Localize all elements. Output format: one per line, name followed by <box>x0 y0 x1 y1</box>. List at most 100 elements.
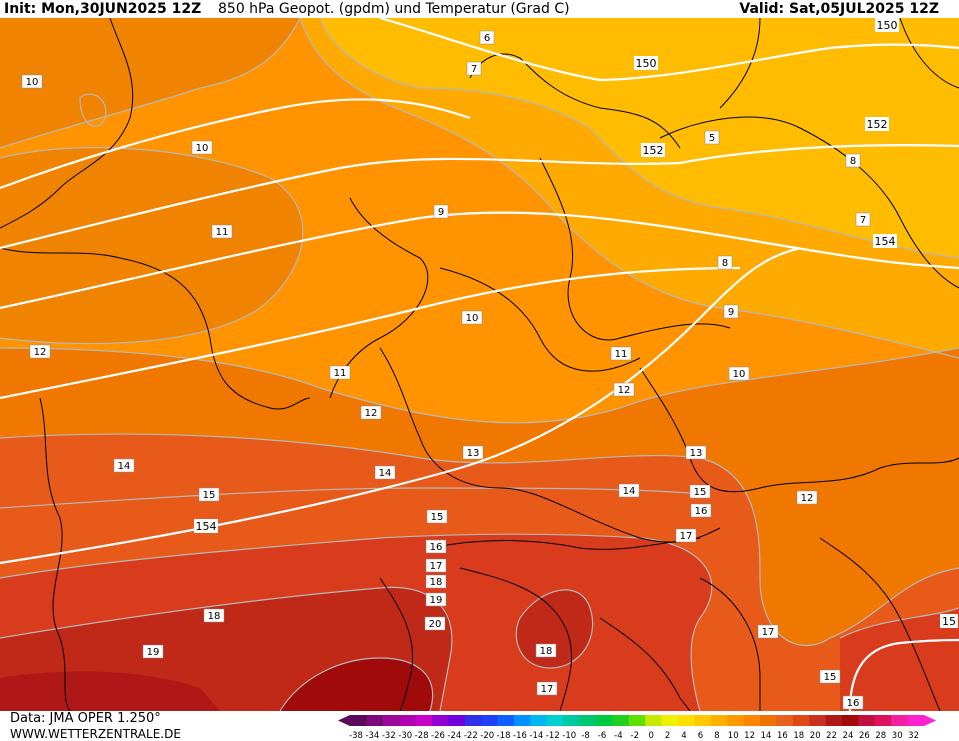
temp-label: 13 <box>685 445 707 460</box>
legend-swatch <box>743 715 761 726</box>
svg-text:17: 17 <box>541 684 554 695</box>
svg-text:18: 18 <box>540 646 553 657</box>
legend-swatch <box>825 715 843 726</box>
svg-text:19: 19 <box>430 595 443 606</box>
svg-text:20: 20 <box>429 619 442 630</box>
legend-tick-label: 6 <box>698 731 703 741</box>
svg-text:152: 152 <box>867 118 888 131</box>
legend-swatch <box>596 715 613 726</box>
temp-label: 15 <box>819 669 841 684</box>
legend-swatch <box>514 715 531 726</box>
isotherm-labels: 6 7 5 8 7 9 8 9 10 10 10 10 11 11 11 12 … <box>21 30 871 710</box>
svg-text:18: 18 <box>208 611 221 622</box>
legend-tick-label: 14 <box>761 731 772 741</box>
temp-label: 17 <box>425 558 447 573</box>
legend-tick-label: -22 <box>464 731 478 741</box>
geo-label: 150 <box>634 56 658 70</box>
legend-tick-label: -12 <box>546 731 560 741</box>
temp-label: 5 <box>704 130 720 145</box>
temp-label: 12 <box>613 382 635 397</box>
legend-swatch <box>415 715 433 726</box>
legend-tick-label: 24 <box>843 731 854 741</box>
legend-swatch <box>776 715 794 726</box>
legend-tick-label: 28 <box>875 731 886 741</box>
svg-text:11: 11 <box>334 368 347 379</box>
temp-label: 15 <box>689 484 711 499</box>
geopotential-lines <box>0 18 959 711</box>
svg-text:16: 16 <box>430 542 443 553</box>
temp-label: 10 <box>728 366 750 381</box>
temp-label: 19 <box>425 592 447 607</box>
svg-text:12: 12 <box>801 493 814 504</box>
temp-label: 10 <box>191 140 213 155</box>
data-source: Data: JMA OPER 1.250° <box>10 711 161 726</box>
legend-swatch <box>481 715 498 726</box>
temp-band-11-west <box>0 147 303 344</box>
svg-text:9: 9 <box>728 307 734 318</box>
legend-swatch <box>432 715 449 726</box>
svg-text:7: 7 <box>860 215 866 226</box>
valid-time: Valid: Sat,05JUL2025 12Z <box>739 1 939 17</box>
svg-text:13: 13 <box>467 448 480 459</box>
temp-label: 17 <box>675 528 697 543</box>
legend-swatch <box>366 715 384 726</box>
legend-tick-label: -38 <box>349 731 363 741</box>
legend-tick-label: 0 <box>648 731 653 741</box>
legend-tick-label: 22 <box>826 731 837 741</box>
svg-text:12: 12 <box>365 408 378 419</box>
svg-text:18: 18 <box>430 577 443 588</box>
legend-tick-label: -34 <box>365 731 379 741</box>
legend-swatch <box>350 715 367 726</box>
geo-label: 15 <box>940 614 958 628</box>
temp-label: 11 <box>610 346 632 361</box>
temp-label: 11 <box>211 224 233 239</box>
svg-text:8: 8 <box>850 156 856 167</box>
temp-label: 9 <box>433 204 449 219</box>
legend-swatch <box>891 715 908 726</box>
legend-swatch <box>546 715 564 726</box>
legend-tick-label: 10 <box>728 731 739 741</box>
temp-label: 16 <box>690 503 712 518</box>
temp-label: 16 <box>842 695 864 710</box>
temp-band-19 <box>0 671 220 711</box>
svg-text:15: 15 <box>694 487 707 498</box>
legend-tick-label: 26 <box>859 731 870 741</box>
legend-swatch <box>563 715 580 726</box>
temp-label: 8 <box>717 255 733 270</box>
svg-text:15: 15 <box>942 615 956 628</box>
legend-swatch <box>678 715 695 726</box>
geo-label: 154 <box>194 519 218 533</box>
temp-label: 12 <box>29 344 51 359</box>
legend-tick-label: 30 <box>892 731 903 741</box>
legend-swatch <box>661 715 679 726</box>
geo-label: 152 <box>641 143 665 157</box>
temp-label: 14 <box>113 458 135 473</box>
svg-text:152: 152 <box>643 144 664 157</box>
map-title: 850 hPa Geopot. (gpdm) und Temperatur (G… <box>218 1 570 17</box>
init-time: Init: Mon,30JUN2025 12Z <box>4 1 202 17</box>
legend-tick-label: -10 <box>562 731 576 741</box>
svg-text:6: 6 <box>484 33 490 44</box>
legend-swatch <box>448 715 466 726</box>
geo-label: 152 <box>865 117 889 131</box>
svg-text:10: 10 <box>26 77 39 88</box>
svg-text:10: 10 <box>466 313 479 324</box>
legend-swatch <box>399 715 416 726</box>
svg-text:10: 10 <box>196 143 209 154</box>
legend-tick-label: -18 <box>497 731 511 741</box>
legend-tick-label: -6 <box>598 731 606 741</box>
svg-text:19: 19 <box>147 647 160 658</box>
legend-tick-label: -2 <box>631 731 639 741</box>
geopotential-labels: 150 150 152 152 154 154 15 <box>194 18 958 628</box>
legend-tick-label: -26 <box>431 731 445 741</box>
legend-swatch <box>809 715 826 726</box>
svg-text:17: 17 <box>430 561 443 572</box>
svg-text:8: 8 <box>722 258 728 269</box>
svg-text:12: 12 <box>34 347 47 358</box>
legend-swatch <box>628 715 646 726</box>
temp-label: 14 <box>374 465 396 480</box>
footer-bar: Data: JMA OPER 1.250° WWW.WETTERZENTRALE… <box>0 711 959 741</box>
legend-swatch <box>464 715 482 726</box>
legend-ticks: -38 -34 -32 -30 -28 -26 -24 -22 -20 -18 -16 -14 -12-… <box>349 731 919 741</box>
